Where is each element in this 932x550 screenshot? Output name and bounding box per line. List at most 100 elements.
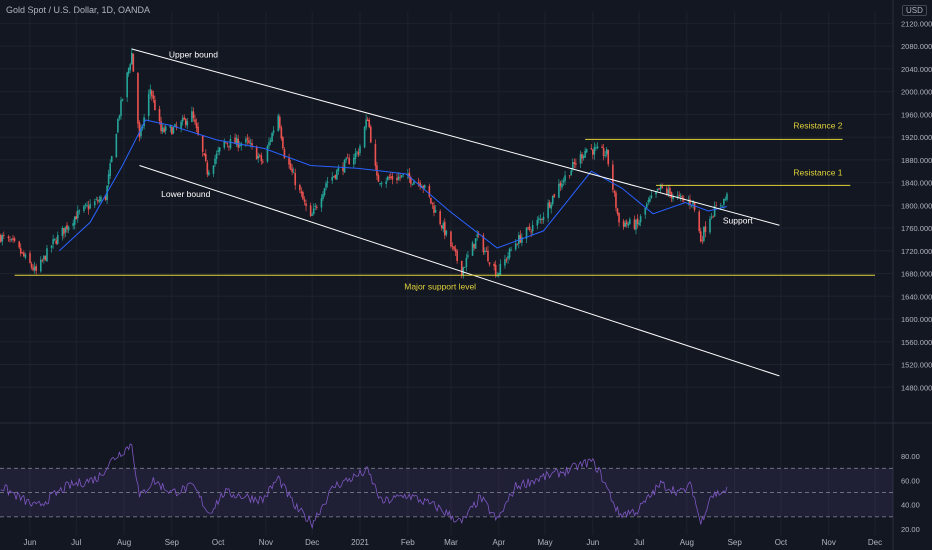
candle-body [138,122,141,138]
candle-body [571,162,574,170]
candle-body [154,99,156,111]
price-tick-label: 2000.000 [901,88,932,97]
candle-body [445,230,448,235]
candle-body [359,145,361,154]
candle-body [724,198,727,200]
candle-body [581,154,583,159]
candle-body [262,161,264,163]
trendline-2 [139,165,780,377]
candle-body [237,138,239,148]
candle-body [377,175,380,182]
time-tick-label: Sep [165,538,180,547]
candle-body [249,143,252,144]
candle-body [477,233,480,235]
candle-body [175,125,178,128]
candle-body [212,165,215,174]
candle-body [402,174,404,176]
candle-body [314,205,317,207]
candle-body [510,249,512,251]
candle-body [570,170,573,176]
candle-body [627,223,630,226]
candle-body [422,185,425,189]
candle-body [428,185,431,197]
candle-body [443,221,446,236]
candle-body [659,184,662,190]
candle-body [485,251,488,252]
candle-body [331,176,334,181]
candle-body [332,176,335,177]
candle-body [322,194,324,199]
candle-body [294,173,297,186]
candle-body [208,172,210,175]
candle-body [476,234,478,237]
price-tick-label: 1840.000 [901,179,932,188]
candle-body [636,218,639,225]
candle-body [158,109,161,122]
candle-body [607,149,610,165]
currency-badge[interactable]: USD [902,5,927,16]
candle-body [334,174,337,179]
candle-body [465,257,468,267]
candle-body [514,243,517,250]
time-tick-label: Feb [401,538,415,547]
candle-body [408,172,411,179]
candle-body [238,145,241,147]
candle-body [357,152,360,155]
candle-body [460,260,463,276]
price-tick-label: 2040.000 [901,65,932,74]
candle-body [302,192,304,200]
price-tick-label: 1880.000 [901,156,932,165]
candle-body [234,137,236,144]
candle-body [715,205,717,207]
candle-body [86,205,88,206]
candle-body [152,95,155,99]
candle-body [277,115,280,132]
candle-body [624,222,627,227]
drawing-label: Support [723,216,753,226]
candle-body [127,68,130,74]
time-axis[interactable]: Jun Jul Aug Sep Oct Nov Dec 2021 Feb Mar Apr May Jun… [24,538,883,547]
candle-body [18,241,21,248]
candle-body [531,224,534,232]
candle-body [278,117,281,128]
drawings[interactable] [14,48,875,377]
price-tick-label: 1800.000 [901,201,932,210]
candle-body [450,231,452,247]
candle-body [584,150,586,158]
price-axis[interactable]: 2120.000 2080.000 2040.000 2000.000 1960.000… [901,19,932,534]
candle-body [78,210,81,212]
candle-body [442,223,445,230]
candle-body [635,220,637,230]
candle-body [130,52,133,65]
candle-body [33,266,36,271]
time-tick-label: Jun [24,538,37,547]
candle-body [107,174,110,185]
candle-body [505,259,508,261]
candle-body [649,198,651,202]
candle-body [396,177,398,181]
candle-body [311,214,313,216]
candle-body [363,126,366,148]
candle-body [228,145,230,147]
candle-body [197,126,199,135]
candle-body [163,128,165,132]
candle-body [95,199,98,200]
candle-body [117,118,119,133]
candle-body [320,198,323,208]
candle-body [644,207,647,215]
price-tick-label: 1640.000 [901,292,932,301]
price-tick-label: 1960.000 [901,110,932,119]
candle-body [494,264,497,276]
price-tick-label: 1480.000 [901,383,932,392]
candle-body [161,127,164,132]
candle-body [528,226,531,231]
candle-body [346,157,349,159]
candle-body [385,181,387,184]
candle-body [73,216,76,225]
candle-body [251,143,253,146]
candle-body [214,158,216,165]
candle-body [550,204,552,209]
time-tick-label: Dec [305,538,319,547]
candle-body [109,163,111,176]
